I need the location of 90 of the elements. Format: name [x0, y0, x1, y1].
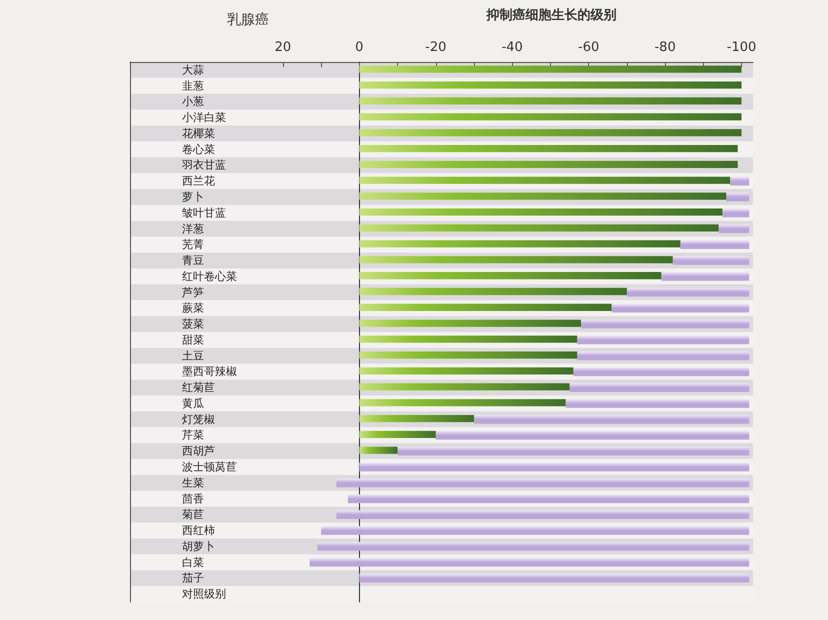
bar — [661, 272, 750, 281]
bar — [336, 478, 750, 488]
y-tick-label: 芹菜 — [182, 428, 204, 442]
y-tick-label: 甜菜 — [182, 333, 204, 346]
y-tick-label: 韭葱 — [182, 79, 204, 92]
y-tick-label: 墨西哥辣椒 — [182, 365, 237, 378]
y-tick-label: 灯笼椒 — [182, 412, 215, 426]
bar — [359, 336, 578, 343]
y-tick-label: 西胡芦 — [182, 444, 215, 458]
y-tick-label: 小葱 — [182, 95, 204, 108]
y-tick-label: 白菜 — [182, 556, 204, 569]
bar — [359, 256, 673, 264]
bar — [573, 367, 750, 376]
bar — [359, 320, 582, 327]
bar — [359, 351, 578, 359]
y-tick-label: 生菜 — [182, 476, 204, 490]
bar — [359, 288, 627, 296]
x-tick-label: 20 — [274, 40, 292, 55]
y-tick-label: 洋葱 — [182, 222, 204, 236]
y-tick-label: 茴香 — [182, 492, 204, 506]
bar — [310, 558, 750, 567]
bar — [359, 383, 570, 390]
bar — [577, 336, 750, 344]
bar — [359, 414, 474, 422]
x-tick-label: -20 — [425, 40, 446, 55]
bar — [474, 414, 750, 424]
bar — [359, 144, 738, 152]
y-tick-label: 青豆 — [182, 254, 204, 268]
chart-title: 乳腺癌 — [227, 12, 269, 28]
bar — [626, 288, 750, 297]
bar — [359, 272, 662, 280]
y-tick-label: 菠菜 — [182, 318, 204, 331]
y-tick-label: 芜菁 — [182, 238, 204, 252]
bar — [570, 383, 750, 392]
bar — [359, 446, 398, 454]
bar — [359, 430, 436, 438]
y-tick-label: 对照级别 — [182, 588, 226, 601]
bar — [359, 192, 726, 200]
bar — [359, 399, 566, 406]
bar — [726, 192, 750, 202]
y-tick-label: 波士顿莴苣 — [182, 460, 237, 474]
y-tick-label: 胡萝卜 — [182, 540, 215, 553]
x-tick-label: -80 — [654, 40, 676, 55]
y-tick-label: 红菊苣 — [182, 381, 215, 394]
bar — [359, 240, 680, 248]
bar — [718, 224, 750, 234]
bar — [317, 542, 750, 551]
bar — [359, 81, 742, 89]
y-tick-label: 花椰菜 — [182, 126, 215, 140]
bar — [359, 574, 750, 583]
y-tick-label: 西兰花 — [182, 174, 215, 188]
y-tick-label: 菊苣 — [182, 508, 204, 522]
bar — [359, 208, 722, 216]
bar — [680, 240, 750, 250]
bar — [612, 304, 750, 313]
bar — [581, 320, 750, 328]
y-tick-label: 茄子 — [182, 572, 204, 585]
y-tick-label: 土豆 — [182, 349, 204, 362]
y-tick-label: 红叶卷心菜 — [182, 270, 237, 283]
x-tick-label: -100 — [726, 40, 756, 55]
bar — [398, 446, 750, 456]
bar — [336, 510, 750, 520]
y-tick-label: 萝卜 — [182, 190, 204, 204]
bar — [321, 526, 750, 535]
bar — [722, 208, 750, 218]
bar — [359, 224, 719, 232]
y-tick-label: 大蒜 — [182, 63, 204, 76]
y-tick-label: 卷心菜 — [182, 142, 215, 156]
y-tick-label: 皱叶甘蓝 — [182, 206, 226, 220]
bar — [730, 176, 750, 186]
x-tick-label: -60 — [578, 40, 600, 55]
bar — [348, 494, 750, 504]
bar — [436, 430, 750, 440]
y-tick-label: 黄瓜 — [182, 396, 204, 410]
bar — [566, 399, 750, 408]
y-tick-label: 西红柿 — [182, 524, 215, 538]
bar — [359, 367, 574, 374]
y-tick-label: 蕨菜 — [182, 302, 204, 315]
y-tick-label: 芦笋 — [182, 286, 204, 299]
y-tick-label: 小洋白菜 — [182, 111, 226, 124]
bar — [672, 256, 750, 265]
bar — [359, 304, 612, 311]
x-tick-label: -40 — [502, 40, 523, 55]
x-tick-label: 0 — [355, 40, 364, 55]
bar — [359, 113, 742, 120]
bar — [577, 351, 750, 360]
y-tick-label: 羽衣甘蓝 — [182, 158, 226, 172]
bar — [359, 462, 750, 472]
x-axis-title: 抑制癌细胞生长的级别 — [486, 7, 616, 23]
bar — [359, 176, 730, 184]
